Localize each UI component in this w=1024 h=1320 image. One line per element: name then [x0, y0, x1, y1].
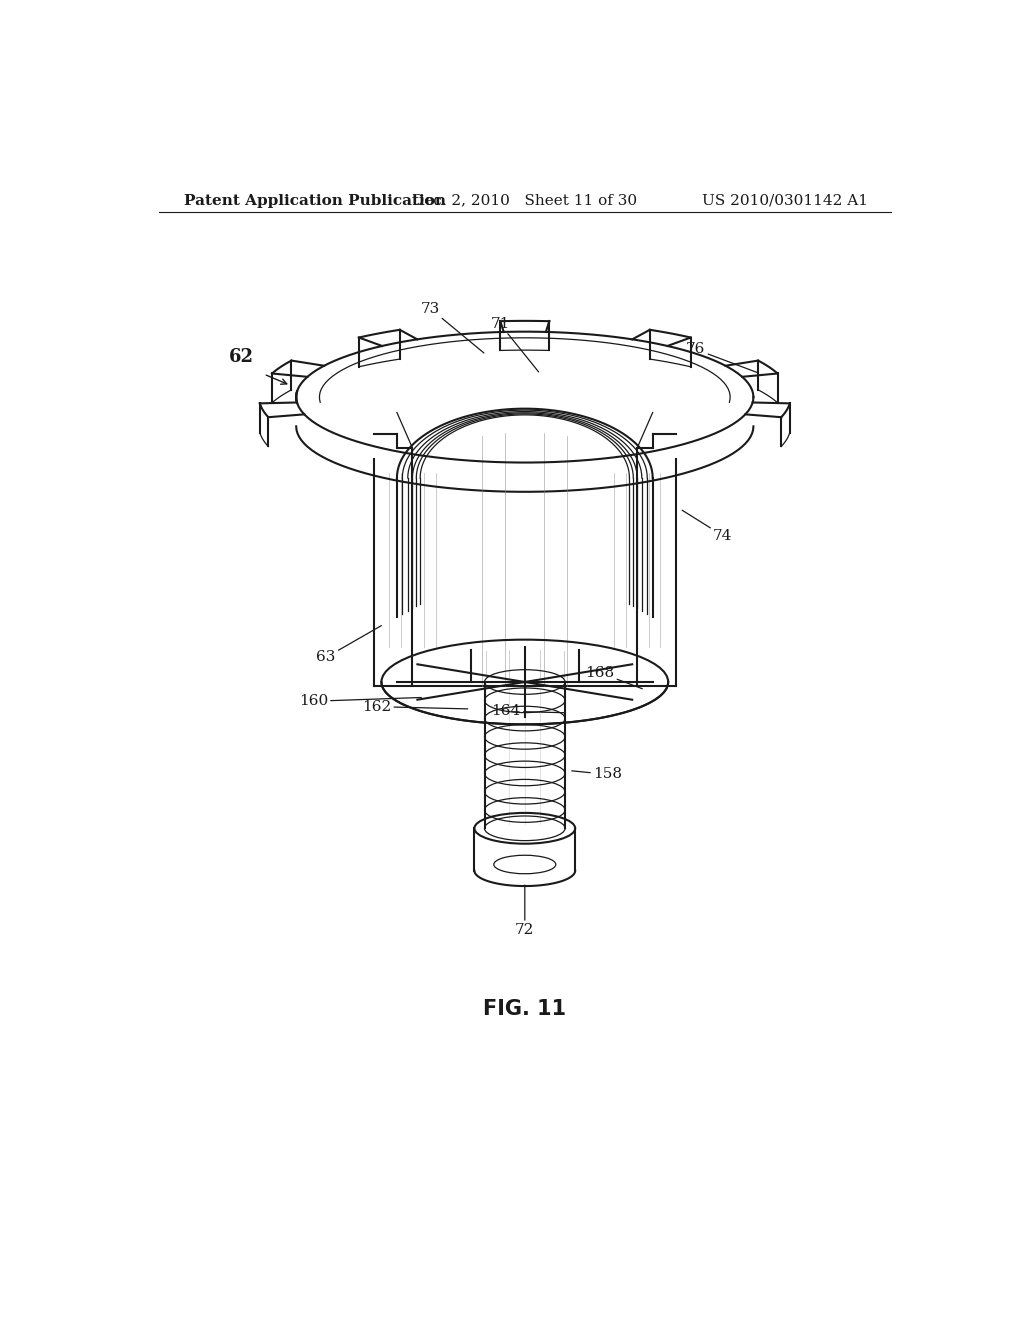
- Text: 158: 158: [571, 767, 622, 781]
- Text: 160: 160: [299, 694, 421, 709]
- Text: 73: 73: [421, 301, 484, 352]
- Text: 76: 76: [686, 342, 759, 374]
- Text: 168: 168: [586, 665, 642, 689]
- Text: 71: 71: [490, 317, 539, 372]
- Text: US 2010/0301142 A1: US 2010/0301142 A1: [702, 194, 868, 207]
- Text: FIG. 11: FIG. 11: [483, 999, 566, 1019]
- Text: Patent Application Publication: Patent Application Publication: [183, 194, 445, 207]
- Text: 164: 164: [492, 705, 564, 718]
- Text: 63: 63: [316, 626, 381, 664]
- Text: 74: 74: [682, 511, 732, 543]
- Text: 62: 62: [228, 348, 254, 367]
- Text: 162: 162: [362, 700, 468, 714]
- Text: Dec. 2, 2010   Sheet 11 of 30: Dec. 2, 2010 Sheet 11 of 30: [413, 194, 637, 207]
- Text: 72: 72: [515, 884, 535, 937]
